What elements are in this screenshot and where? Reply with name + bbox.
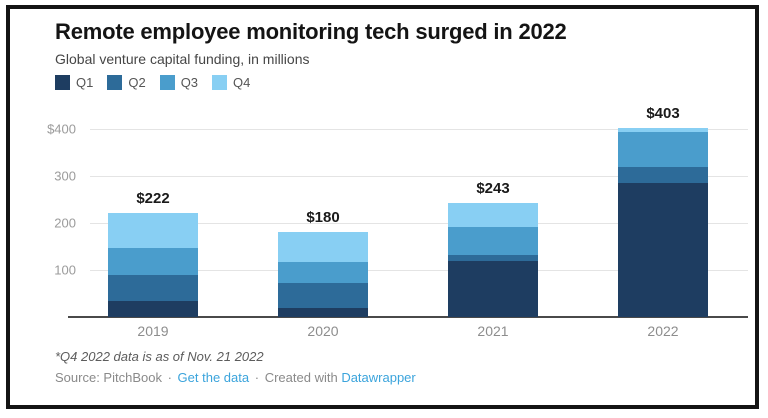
bar-segment-2022-q2 — [618, 167, 708, 183]
bar-segment-2020-q3 — [278, 261, 368, 283]
legend-item-q3: Q3 — [159, 75, 199, 90]
datawrapper-link[interactable]: Datawrapper — [341, 370, 416, 385]
bar-segment-2022-q4 — [618, 127, 708, 133]
legend-swatch-q4-icon — [212, 75, 228, 90]
chart-subtitle: Global venture capital funding, in milli… — [55, 51, 310, 67]
x-axis-label-2021: 2021 — [477, 323, 509, 339]
bar-total-label-2020: $180 — [306, 209, 340, 227]
legend-label: Q2 — [128, 75, 146, 90]
gridline-400 — [90, 129, 748, 131]
x-axis-label-2022: 2022 — [647, 323, 679, 339]
legend-swatch-q3-icon — [159, 75, 175, 90]
x-axis-label-2019: 2019 — [137, 323, 169, 339]
legend-label: Q4 — [233, 75, 251, 90]
bar-segment-2022-q1 — [618, 182, 708, 317]
bar-total-label-2022: $403 — [646, 104, 680, 122]
source-line: Source: PitchBook · Get the data · Creat… — [55, 370, 416, 385]
created-with-text: Created with — [264, 370, 338, 385]
y-axis-tick: $400 — [47, 121, 76, 137]
bar-segment-2021-q2 — [448, 255, 538, 261]
legend-swatch-q2-icon — [107, 75, 123, 90]
y-axis-tick: 200 — [54, 215, 76, 231]
bar-segment-2019-q3 — [108, 247, 198, 275]
bar-total-label-2021: $243 — [476, 179, 510, 197]
x-axis-label-2020: 2020 — [307, 323, 339, 339]
legend-item-q4: Q4 — [212, 75, 250, 90]
y-axis-tick: 300 — [54, 168, 76, 184]
separator-dot: · — [254, 370, 260, 385]
bar-segment-2019-q2 — [108, 274, 198, 302]
legend-label: Q3 — [180, 75, 199, 90]
separator-dot: · — [167, 370, 172, 385]
bar-segment-2021-q4 — [448, 202, 538, 228]
chart-card: Remote employee monitoring tech surged i… — [10, 9, 755, 405]
bar-segment-2021-q3 — [448, 227, 538, 256]
bar-segment-2019-q4 — [108, 212, 198, 248]
legend: Q1 Q2 Q3 Q4 — [55, 75, 250, 90]
border-frame: Remote employee monitoring tech surged i… — [6, 5, 759, 409]
bar-segment-2021-q1 — [448, 260, 538, 317]
bar-segment-2020-q4 — [278, 232, 368, 262]
x-axis-baseline — [68, 316, 748, 318]
legend-item-q2: Q2 — [107, 75, 146, 90]
chart-plot-area: $400 300 200 100 $222 2019 $180 2020 $243 2021 $40… — [47, 105, 748, 339]
chart-footer: *Q4 2022 data is as of Nov. 21 2022 Sour… — [55, 349, 416, 385]
gridline-200 — [90, 223, 748, 225]
bar-segment-2020-q2 — [278, 282, 368, 309]
legend-item-q1: Q1 — [55, 75, 93, 90]
bar-total-label-2019: $222 — [136, 189, 170, 207]
legend-swatch-q1-icon — [55, 75, 70, 90]
source-text: Source: PitchBook — [55, 370, 162, 385]
gridline-100 — [90, 270, 748, 272]
chart-title: Remote employee monitoring tech surged i… — [55, 19, 567, 44]
legend-label: Q1 — [76, 75, 94, 90]
bar-segment-2022-q3 — [618, 132, 708, 168]
gridline-300 — [90, 176, 748, 178]
bar-segment-2019-q1 — [108, 301, 198, 317]
y-axis-tick: 100 — [54, 262, 76, 278]
bar-segment-2020-q1 — [278, 308, 368, 317]
get-the-data-link[interactable]: Get the data — [177, 370, 250, 385]
footnote: *Q4 2022 data is as of Nov. 21 2022 — [55, 349, 264, 364]
